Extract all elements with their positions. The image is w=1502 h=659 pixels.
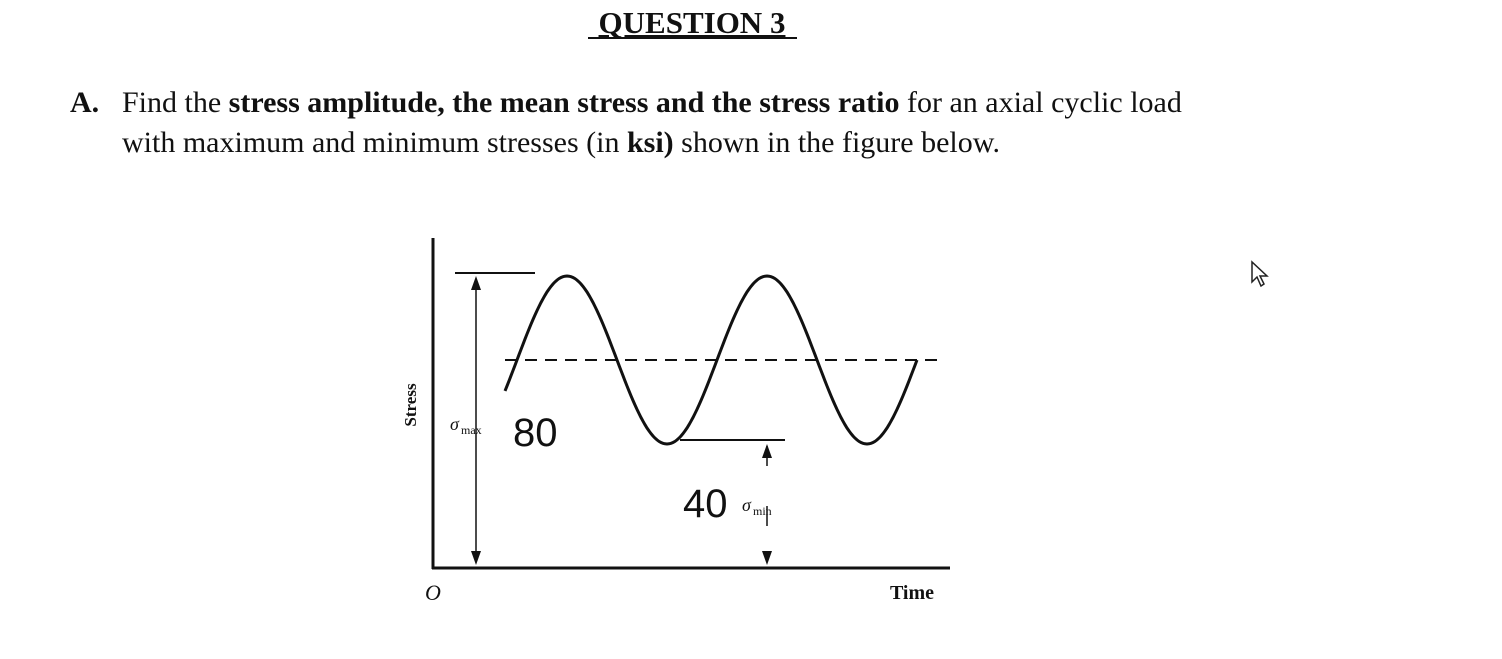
y-axis-label: Stress	[401, 383, 420, 427]
question-line: with maximum and minimum stresses (in ks…	[122, 126, 1000, 159]
arrow-heads	[762, 444, 772, 565]
stress-wave	[503, 274, 919, 446]
x-axis-label: Time	[890, 582, 934, 604]
title: QUESTION 3	[599, 5, 786, 40]
origin-label: O	[425, 580, 441, 605]
text: shown in the figure below.	[674, 126, 1000, 159]
mouse-cursor	[1251, 260, 1269, 288]
text: Find the	[122, 86, 229, 119]
min-value: 40	[683, 482, 728, 526]
symbol: σ	[742, 495, 752, 515]
question-label: A.	[70, 86, 99, 119]
question-line: Find the stress amplitude, the mean stre…	[122, 86, 1182, 119]
subscript: min	[753, 504, 772, 518]
max-value: 80	[513, 411, 558, 455]
bold-text: stress amplitude, the mean stress and th…	[229, 86, 900, 119]
bold-text: ksi)	[627, 126, 674, 159]
text: for an axial cyclic load	[899, 86, 1181, 119]
text: with maximum and minimum stresses (in	[122, 126, 627, 159]
symbol: σ	[450, 414, 460, 434]
subscript: max	[461, 423, 482, 437]
figure	[431, 238, 950, 570]
